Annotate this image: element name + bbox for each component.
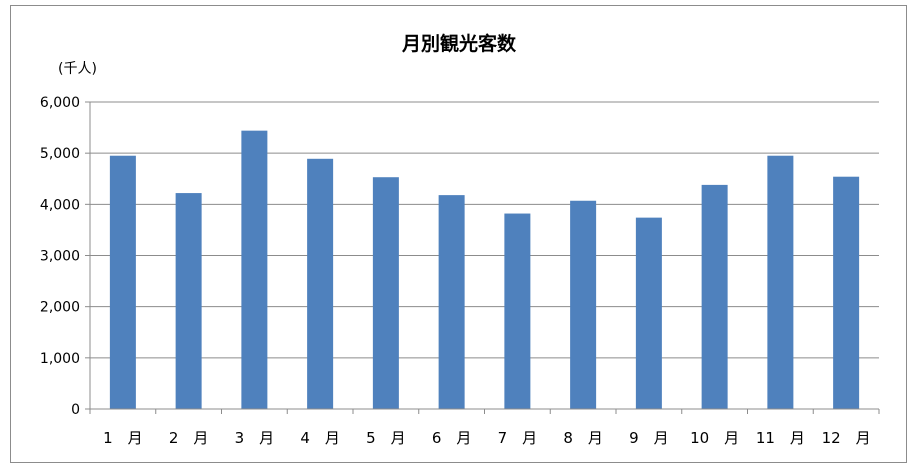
bar	[635, 217, 662, 409]
x-tick-label: 10 月	[690, 429, 739, 447]
x-tick-label: 6 月	[432, 429, 472, 447]
x-tick-label: 1 月	[103, 429, 143, 447]
gridlines	[85, 101, 879, 410]
y-tick-label: 0	[71, 402, 80, 418]
y-unit-label: (千人)	[58, 61, 97, 77]
bar	[438, 195, 465, 409]
bar	[767, 155, 794, 409]
chart-title: 月別観光客数	[401, 32, 517, 55]
bar	[307, 158, 334, 409]
bar	[241, 130, 268, 410]
y-tick-label: 2,000	[40, 300, 80, 316]
x-tick-label: 4 月	[300, 429, 340, 447]
x-tick-label: 9 月	[629, 429, 669, 447]
x-tick-label: 2 月	[169, 429, 209, 447]
x-tick-label: 12 月	[822, 429, 871, 447]
x-tick-label: 11 月	[756, 429, 805, 447]
x-tick-labels: 1 月 2 月 3 月 4 月 5 月 6 月 7 月 8 月 9 月 10 月 11 月 12 月	[103, 429, 871, 447]
y-tick-label: 3,000	[40, 249, 80, 265]
bar	[175, 193, 202, 409]
bar	[372, 177, 399, 409]
bar	[701, 184, 728, 409]
x-tick-label: 8 月	[563, 429, 603, 447]
y-tick-label: 1,000	[40, 351, 80, 367]
bar	[833, 176, 860, 409]
x-tick-label: 3 月	[235, 429, 275, 447]
y-tick-label: 4,000	[40, 197, 80, 213]
bar	[504, 213, 531, 409]
bar	[109, 155, 136, 409]
y-tick-label: 5,000	[40, 146, 80, 162]
x-tick-label: 7 月	[498, 429, 538, 447]
x-tick-label: 5 月	[366, 429, 406, 447]
axes	[89, 102, 880, 414]
bar	[570, 200, 597, 409]
bars	[109, 130, 860, 410]
y-tick-label: 6,000	[40, 95, 80, 111]
y-tick-labels: 0 1,000 2,000 3,000 4,000 5,000 6,000	[40, 95, 80, 418]
